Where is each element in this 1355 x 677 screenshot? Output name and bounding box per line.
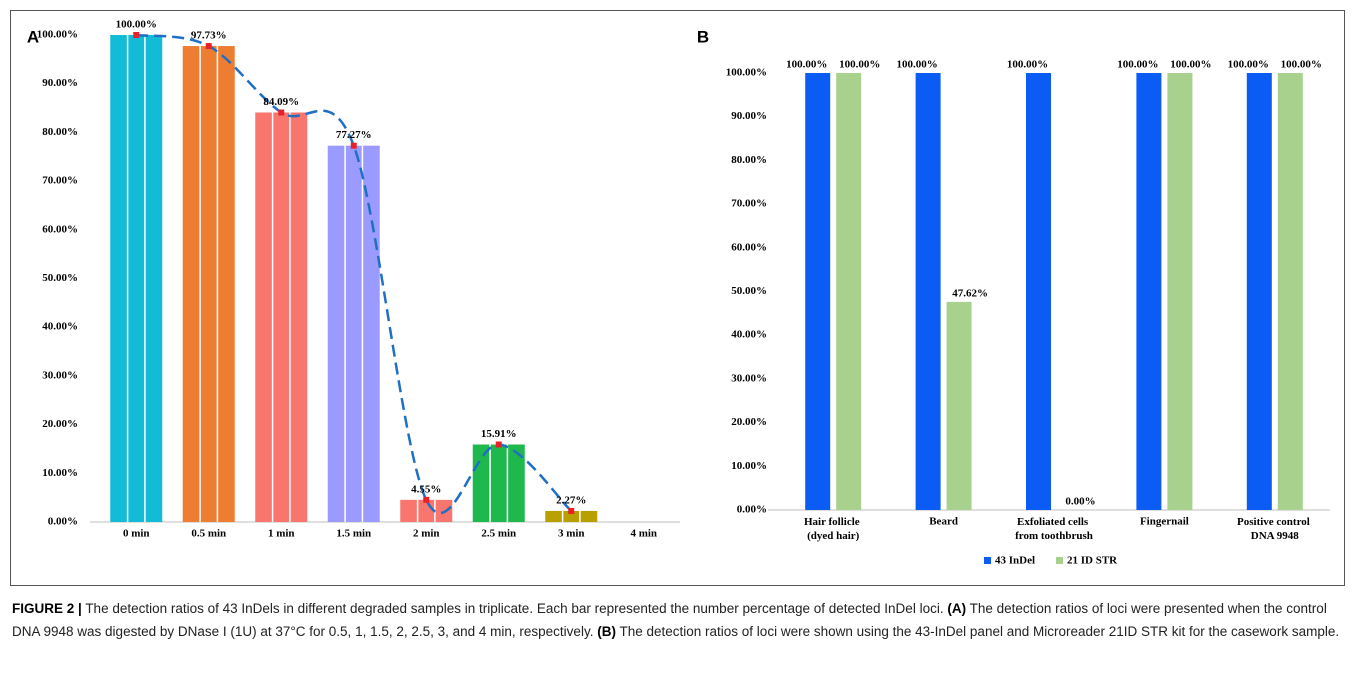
y-tick-label: 50.00% <box>42 272 78 284</box>
value-label: 15.91% <box>481 428 517 440</box>
y-tick-label: 40.00% <box>731 329 767 341</box>
caption-text: The detection ratios of loci were presen… <box>12 601 1327 639</box>
x-tick-label: 3 min <box>558 528 585 540</box>
legend-swatch <box>1056 557 1063 564</box>
bar <box>915 73 941 510</box>
y-tick-label: 10.00% <box>42 467 78 479</box>
value-label: 84.09% <box>263 96 299 108</box>
caption-text: The detection ratios of loci were shown … <box>619 624 1340 639</box>
y-tick-label: 90.00% <box>42 77 78 89</box>
value-label: 2.27% <box>556 494 586 506</box>
bar <box>545 510 598 522</box>
x-tick-label: Hair follicle (dyed hair) <box>804 516 862 542</box>
legend-label: 43 InDel <box>995 555 1035 567</box>
trend-marker <box>133 32 140 38</box>
x-tick-label: Exfoliated cells from toothbrush <box>1015 516 1093 542</box>
figure: A 0.00% 10.00% 20.00% 30.00% 40.00% 50.00% 60.0… <box>10 10 1345 586</box>
bar <box>472 444 525 522</box>
y-tick-label: 30.00% <box>42 369 78 381</box>
caption-text: The detection ratios of 43 InDels in dif… <box>85 601 944 616</box>
bar <box>327 145 380 522</box>
legend-swatch <box>984 557 991 564</box>
x-tick-label: 2 min <box>413 528 440 540</box>
bar <box>400 499 453 522</box>
bar <box>1136 73 1162 510</box>
value-label: 100.00% <box>786 59 827 71</box>
bar <box>805 73 831 510</box>
value-label: 100.00% <box>1117 59 1158 71</box>
x-tick-label: 0.5 min <box>191 528 226 540</box>
caption-label: FIGURE 2 | <box>12 601 82 616</box>
y-tick-label: 100.00% <box>726 67 767 79</box>
value-label: 100.00% <box>1007 59 1048 71</box>
bar <box>255 112 308 523</box>
value-label: 47.62% <box>952 287 988 299</box>
value-label: 100.00% <box>1228 59 1269 71</box>
value-label: 77.27% <box>336 129 372 141</box>
trend-marker <box>423 496 430 503</box>
x-tick-label: 1 min <box>268 528 295 540</box>
trend-marker <box>495 441 502 448</box>
bar <box>182 46 235 522</box>
bar <box>836 73 862 510</box>
value-label: 4.55% <box>411 483 441 495</box>
x-tick-label: 0 min <box>123 528 150 540</box>
x-tick-label: Fingernail <box>1140 516 1189 528</box>
bar <box>110 35 163 522</box>
y-tick-label: 60.00% <box>731 241 767 253</box>
trend-marker <box>350 142 357 149</box>
x-tick-label: Beard <box>929 516 958 528</box>
value-label: 0.00% <box>1065 496 1095 508</box>
bar <box>946 301 972 510</box>
caption: FIGURE 2 | The detection ratios of 43 In… <box>12 597 1342 643</box>
value-label: 100.00% <box>1281 59 1322 71</box>
x-tick-label: 2.5 min <box>481 528 516 540</box>
legend-label: 21 ID STR <box>1067 555 1118 567</box>
x-tick-label: Positive control DNA 9948 <box>1237 516 1313 542</box>
figure-border <box>10 10 1345 586</box>
x-tick-label: 1.5 min <box>336 528 371 540</box>
value-label: 100.00% <box>1170 59 1211 71</box>
trend-marker <box>278 109 285 116</box>
value-label: 100.00% <box>839 59 880 71</box>
x-tick-label: 4 min <box>630 528 657 540</box>
y-tick-label: 90.00% <box>731 110 767 122</box>
y-tick-label: 70.00% <box>731 198 767 210</box>
caption-panel: (A) <box>947 601 967 616</box>
y-tick-label: 50.00% <box>731 285 767 297</box>
bar <box>1167 73 1193 510</box>
panel-label: B <box>697 27 709 46</box>
y-tick-label: 20.00% <box>731 416 767 428</box>
caption-panel: (B) <box>597 624 616 639</box>
y-tick-label: 60.00% <box>42 223 78 235</box>
y-tick-label: 0.00% <box>737 504 767 516</box>
bar <box>1246 73 1272 510</box>
y-tick-label: 0.00% <box>48 516 78 528</box>
y-tick-label: 70.00% <box>42 175 78 187</box>
y-tick-label: 30.00% <box>731 372 767 384</box>
value-label: 100.00% <box>896 59 937 71</box>
y-tick-label: 10.00% <box>731 460 767 472</box>
value-label: 100.00% <box>116 19 157 31</box>
bar <box>1277 73 1303 510</box>
bar <box>1026 73 1051 510</box>
trend-line <box>136 33 573 515</box>
y-tick-label: 80.00% <box>731 154 767 166</box>
y-tick-label: 100.00% <box>37 29 78 41</box>
y-tick-label: 80.00% <box>42 126 78 138</box>
panel-label: A <box>27 27 39 46</box>
y-tick-label: 20.00% <box>42 418 78 430</box>
trend-marker <box>205 43 212 50</box>
value-label: 97.73% <box>191 30 227 42</box>
y-tick-label: 40.00% <box>42 321 78 333</box>
trend-marker <box>568 507 575 514</box>
